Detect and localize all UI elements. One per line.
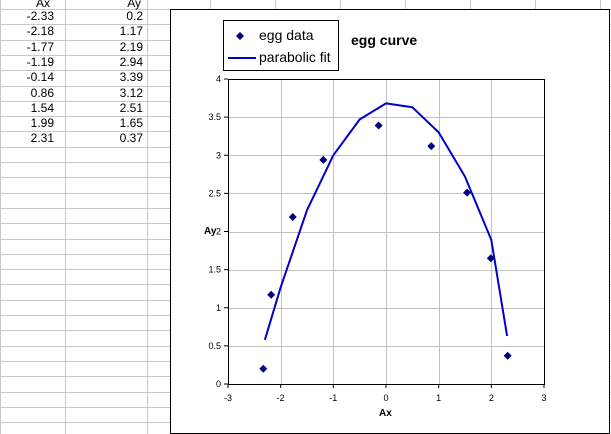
chart-legend[interactable]: egg data parabolic fit: [223, 20, 339, 71]
cell-ax[interactable]: -2.18: [26, 24, 54, 38]
x-tick-label: 1: [436, 393, 441, 403]
y-tick-label: 1.5: [208, 265, 221, 275]
y-tick-label: 3.5: [208, 112, 221, 122]
cell-ax[interactable]: -1.77: [26, 40, 54, 54]
series-line-parabolic-fit: [263, 102, 509, 341]
data-point-egg[interactable]: [374, 121, 383, 130]
legend-label-egg-data: egg data: [259, 27, 314, 43]
y-tick-label: 2: [216, 227, 221, 237]
data-point-egg[interactable]: [259, 364, 268, 373]
cell-ay[interactable]: 3.39: [119, 70, 143, 84]
x-tick-label: -3: [224, 393, 232, 403]
chart-title: egg curve: [351, 32, 418, 48]
cell-ay[interactable]: 1.17: [119, 24, 143, 38]
data-point-egg[interactable]: [503, 351, 512, 360]
x-tick-label: -2: [277, 393, 285, 403]
chart-plot: -3 -2 -1 0 1 2 3 0 0.5 1 1.5 2 2.5 3 3.5 4: [208, 74, 546, 403]
cell-ax[interactable]: 0.86: [30, 86, 54, 100]
legend-entry-egg-data: egg data: [224, 24, 340, 46]
x-tick-label: 2: [489, 393, 494, 403]
y-tick-label: 4: [216, 74, 221, 84]
legend-entry-parabolic-fit: parabolic fit: [224, 46, 340, 68]
cell-ay[interactable]: 0.2: [126, 9, 143, 23]
column-header-ax[interactable]: Ax: [35, 0, 50, 10]
column-header-ay[interactable]: Ay: [127, 0, 141, 10]
cell-ax[interactable]: -0.14: [26, 70, 54, 84]
cell-ay[interactable]: 2.19: [119, 40, 143, 54]
data-point-egg[interactable]: [486, 254, 495, 263]
x-axis-title: Ax: [379, 408, 392, 419]
data-point-egg[interactable]: [319, 155, 328, 164]
cell-ay[interactable]: 0.37: [119, 131, 143, 145]
cell-ay[interactable]: 2.94: [119, 55, 143, 69]
y-tick-label: 0: [216, 379, 221, 389]
data-point-egg[interactable]: [288, 213, 297, 222]
cell-ax[interactable]: 1.99: [30, 116, 54, 130]
y-tick-label: 1: [216, 303, 221, 313]
cell-ay[interactable]: 1.65: [119, 116, 143, 130]
x-tick-label: 0: [383, 393, 388, 403]
y-axis-title: Ay: [204, 226, 217, 237]
cell-ay[interactable]: 2.51: [119, 101, 143, 115]
line-swatch-icon: [228, 57, 256, 59]
cell-ay[interactable]: 3.12: [119, 86, 143, 100]
data-point-egg[interactable]: [267, 290, 276, 299]
chart-area[interactable]: -3 -2 -1 0 1 2 3 0 0.5 1 1.5 2 2.5 3 3.5 4 egg data par…: [170, 9, 610, 434]
x-tick-label: -1: [329, 393, 337, 403]
cell-ax[interactable]: -1.19: [26, 55, 54, 69]
diamond-marker-icon: [236, 32, 244, 40]
y-tick-label: 0.5: [208, 341, 221, 351]
legend-label-parabolic-fit: parabolic fit: [259, 49, 331, 65]
data-point-egg[interactable]: [427, 142, 436, 151]
y-tick-label: 3: [216, 150, 221, 160]
cell-ax[interactable]: 2.31: [30, 131, 54, 145]
cell-ax[interactable]: -2.33: [26, 9, 54, 23]
y-tick-label: 2.5: [208, 188, 221, 198]
cell-ax[interactable]: 1.54: [30, 101, 54, 115]
data-point-egg[interactable]: [463, 188, 472, 197]
x-tick-label: 3: [541, 393, 546, 403]
